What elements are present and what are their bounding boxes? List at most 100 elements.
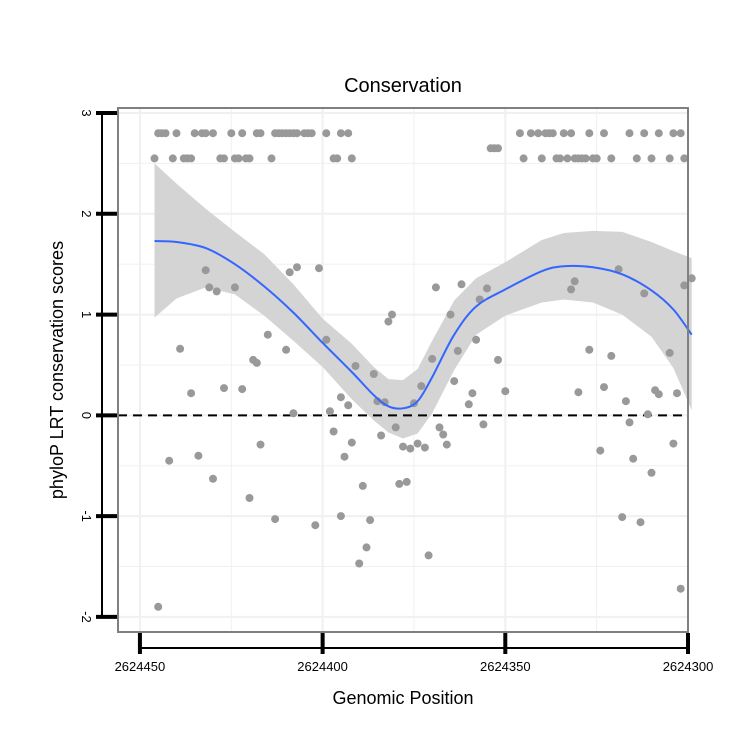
y-tick-label: -1 xyxy=(79,510,94,522)
data-point xyxy=(293,129,301,138)
data-point xyxy=(618,513,627,522)
data-point xyxy=(614,265,623,274)
y-tick-label: 1 xyxy=(79,311,94,318)
data-point xyxy=(351,362,360,370)
data-point xyxy=(585,345,594,354)
data-point xyxy=(464,400,473,409)
data-point xyxy=(347,438,356,447)
data-point xyxy=(201,129,210,138)
data-point xyxy=(322,129,331,138)
data-point xyxy=(629,454,638,463)
data-point xyxy=(406,444,415,453)
data-point xyxy=(209,474,217,483)
data-point xyxy=(336,129,345,138)
data-point xyxy=(220,154,228,163)
x-tick-label: 2624400 xyxy=(297,659,348,674)
data-point xyxy=(424,551,433,560)
data-point xyxy=(494,355,502,364)
data-point xyxy=(453,346,462,355)
data-point xyxy=(380,398,389,407)
data-point xyxy=(654,129,663,138)
data-point xyxy=(355,559,364,568)
data-point xyxy=(431,283,440,292)
y-tick-label: 3 xyxy=(79,109,94,116)
data-point xyxy=(187,389,196,398)
data-point xyxy=(209,129,217,138)
data-point xyxy=(388,310,396,319)
data-point xyxy=(519,154,528,163)
data-point xyxy=(479,420,488,429)
data-point xyxy=(669,129,678,138)
data-point xyxy=(643,410,652,419)
data-point xyxy=(252,358,261,367)
data-point xyxy=(399,442,407,451)
data-point xyxy=(384,317,393,326)
data-point xyxy=(559,129,568,138)
data-point xyxy=(563,154,572,163)
data-point xyxy=(413,439,422,448)
data-point xyxy=(665,154,674,163)
data-point xyxy=(190,129,199,138)
data-point xyxy=(377,431,386,440)
data-point xyxy=(636,518,645,527)
data-point xyxy=(450,377,459,386)
y-tick-label: 2 xyxy=(79,210,94,217)
data-point xyxy=(515,129,524,138)
data-point xyxy=(472,335,481,344)
y-axis-label: phyloP LRT conservation scores xyxy=(47,241,67,499)
data-point xyxy=(548,129,557,138)
data-point xyxy=(315,264,323,273)
data-point xyxy=(402,477,411,486)
data-point xyxy=(494,144,502,153)
data-point xyxy=(574,388,583,397)
data-point xyxy=(227,129,236,138)
data-point xyxy=(293,263,301,272)
data-point xyxy=(150,154,159,163)
data-point xyxy=(154,602,163,611)
data-point xyxy=(647,154,656,163)
data-point xyxy=(654,390,663,399)
data-point xyxy=(271,515,280,524)
data-point xyxy=(395,479,404,488)
x-tick-label: 2624450 xyxy=(115,659,166,674)
data-point xyxy=(256,440,265,449)
data-point xyxy=(439,430,448,439)
smooth-fit-line xyxy=(154,240,693,410)
data-point xyxy=(168,154,177,163)
data-point xyxy=(673,389,681,398)
data-point xyxy=(596,446,605,455)
data-point xyxy=(340,452,349,461)
data-point xyxy=(435,423,444,432)
data-point xyxy=(676,129,685,138)
data-point xyxy=(468,389,477,398)
data-point xyxy=(607,351,616,360)
data-point xyxy=(446,310,455,319)
data-point xyxy=(358,481,367,490)
data-point xyxy=(640,129,649,138)
data-point xyxy=(420,443,429,452)
y-tick-label: 0 xyxy=(79,412,94,419)
data-point xyxy=(165,456,174,465)
data-point xyxy=(607,154,616,163)
data-point xyxy=(581,154,590,163)
data-point xyxy=(640,289,649,298)
data-point xyxy=(205,283,214,292)
data-point xyxy=(567,285,576,294)
data-point xyxy=(230,283,239,292)
data-point xyxy=(285,268,294,277)
data-point xyxy=(442,440,451,449)
plot-panel-border xyxy=(117,107,689,633)
data-point xyxy=(336,512,345,521)
data-point xyxy=(362,543,371,552)
data-point xyxy=(238,385,247,394)
data-point xyxy=(220,384,228,393)
data-point xyxy=(307,129,316,138)
data-point xyxy=(245,154,254,163)
data-point xyxy=(687,274,696,283)
data-point xyxy=(267,154,276,163)
data-point xyxy=(329,427,338,436)
data-point xyxy=(391,423,400,432)
chart-title: Conservation xyxy=(344,75,462,97)
data-point xyxy=(680,281,689,290)
